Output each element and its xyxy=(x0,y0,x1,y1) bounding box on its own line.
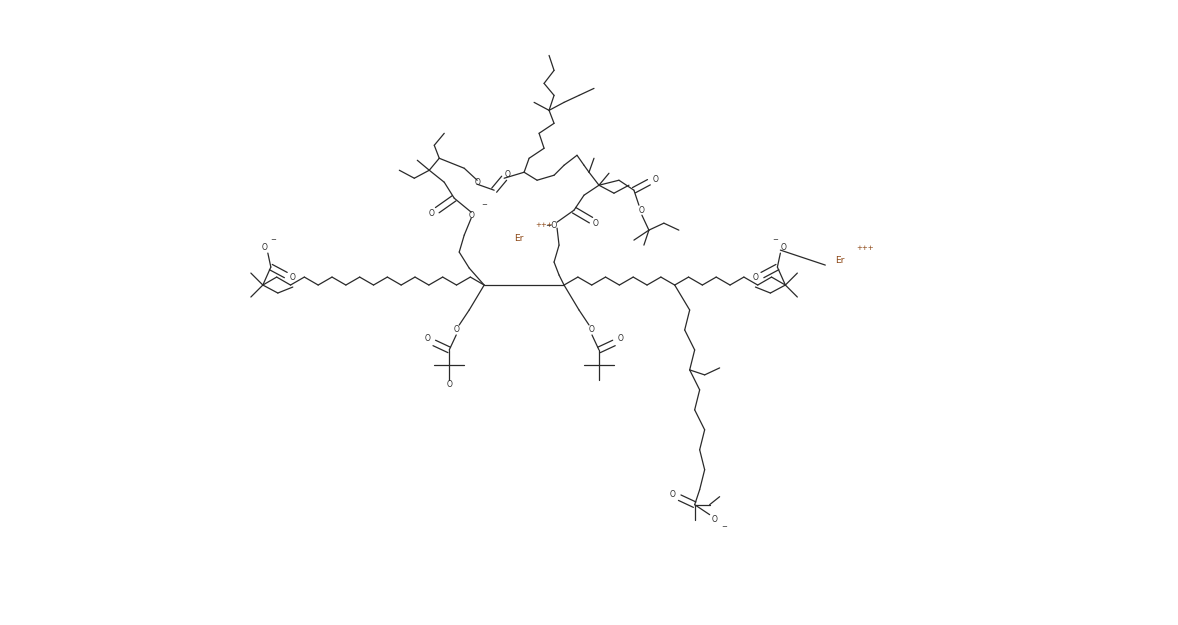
Text: O: O xyxy=(290,272,296,281)
Text: O: O xyxy=(589,326,595,334)
Text: O: O xyxy=(638,206,644,214)
Text: −: − xyxy=(773,237,779,243)
Text: O: O xyxy=(429,209,435,217)
Text: O: O xyxy=(504,170,510,179)
Text: −: − xyxy=(722,524,728,529)
Text: O: O xyxy=(475,177,481,187)
Text: O: O xyxy=(593,219,598,228)
Text: Er: Er xyxy=(835,256,845,264)
Text: Er: Er xyxy=(515,234,524,242)
Text: O: O xyxy=(712,515,717,524)
Text: −: − xyxy=(482,202,488,208)
Text: −O: −O xyxy=(545,221,557,229)
Text: O: O xyxy=(424,334,430,344)
Text: O: O xyxy=(446,381,452,389)
Text: O: O xyxy=(670,490,676,499)
Text: O: O xyxy=(653,175,659,184)
Text: O: O xyxy=(262,242,267,252)
Text: O: O xyxy=(454,326,459,334)
Text: +++: +++ xyxy=(856,245,874,251)
Text: −: − xyxy=(270,237,276,243)
Text: +++: +++ xyxy=(535,222,552,228)
Text: O: O xyxy=(618,334,624,344)
Text: O: O xyxy=(469,211,474,219)
Text: O: O xyxy=(781,242,786,252)
Text: O: O xyxy=(753,272,759,281)
